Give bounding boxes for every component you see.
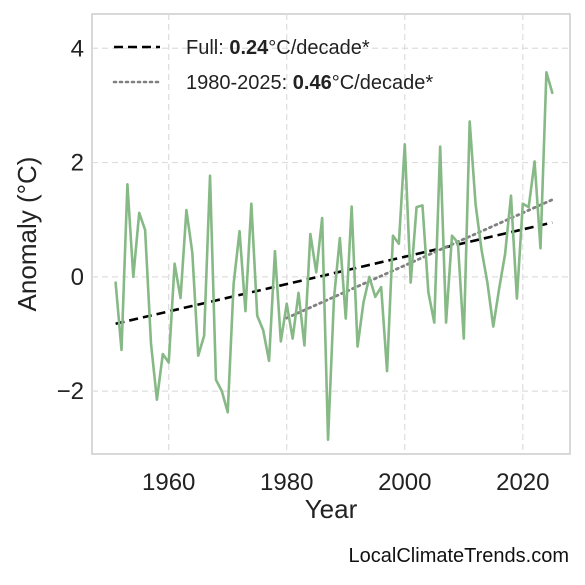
y-tick-label: −2 (57, 378, 84, 405)
anomaly-series (114, 70, 554, 442)
legend: Full: 0.24°C/decade*1980-2025: 0.46°C/de… (112, 37, 433, 94)
tick-labels: 1960 1980 2000 2020 −2 0 2 4 (57, 35, 550, 496)
x-tick-label: 1960 (142, 469, 195, 496)
x-tick-label: 2020 (496, 469, 549, 496)
y-axis-label: Anomaly (°C) (12, 157, 42, 312)
anomaly-line (114, 70, 554, 442)
grid (92, 14, 570, 454)
y-tick-label: 2 (71, 150, 84, 177)
legend-unit: °C/decade* (268, 37, 370, 59)
legend-trend-value: 0.46 (293, 72, 332, 94)
x-axis-label: Year (305, 494, 358, 524)
full-trend-line (115, 221, 553, 325)
legend-label: Full: 0.24°C/decade* (186, 37, 370, 59)
y-tick-label: 0 (71, 264, 84, 291)
legend-unit: °C/decade* (332, 72, 434, 94)
y-tick-label: 4 (71, 35, 84, 62)
x-tick-label: 2000 (378, 469, 431, 496)
x-tick-label: 1980 (260, 469, 313, 496)
legend-trend-value: 0.24 (229, 37, 269, 59)
legend-prefix: 1980-2025: (186, 72, 293, 94)
source-watermark: LocalClimateTrends.com (348, 545, 569, 567)
legend-label: 1980-2025: 0.46°C/decade* (186, 72, 433, 94)
legend-prefix: Full: (186, 37, 229, 59)
